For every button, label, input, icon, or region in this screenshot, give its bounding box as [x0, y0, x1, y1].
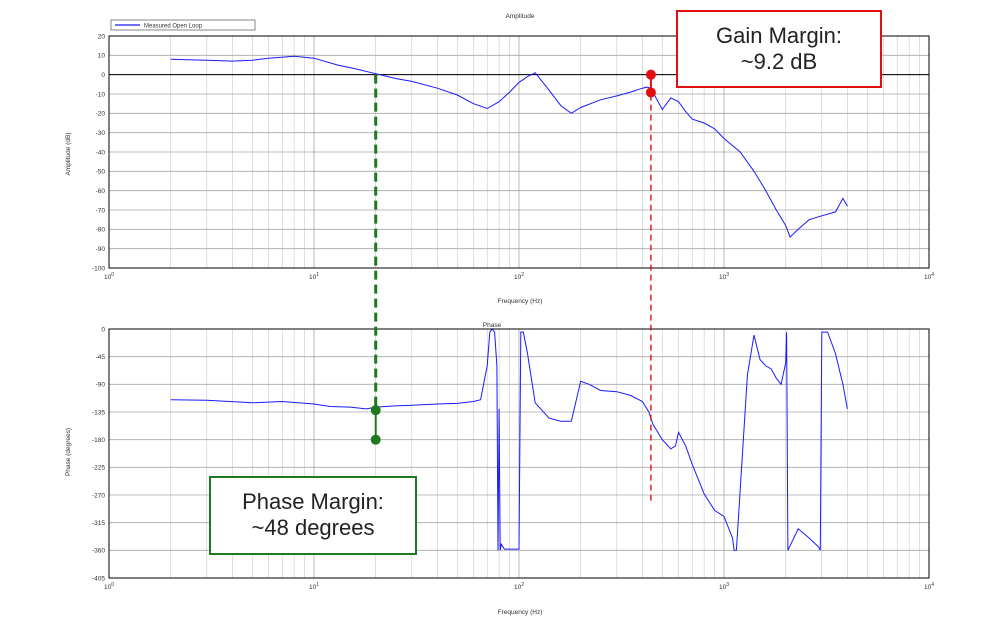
y-tick-label: -135: [92, 409, 105, 416]
y-tick-label: -80: [96, 227, 106, 234]
x-tick-label: 104: [924, 582, 934, 591]
x-tick-label: 101: [309, 582, 319, 591]
amplitude-legend: Measured Open Loop: [110, 19, 256, 31]
gain-margin-marker-zero: [645, 69, 656, 80]
amplitude-y-axis-title: Amplitude (dB): [65, 133, 72, 176]
phase-x-ticks: 100 101 102 103 104: [104, 582, 934, 591]
amplitude-series-line: [170, 55, 848, 238]
gain-margin-callout-line2: ~9.2 dB: [740, 49, 818, 74]
phase-series-line: [170, 328, 848, 551]
y-tick-label: -225: [92, 465, 105, 472]
y-tick-label: -60: [96, 188, 106, 195]
phase-y-axis-title: Phase (degrees): [65, 428, 72, 476]
phase-x-axis-title: Frequency (Hz): [498, 609, 543, 616]
y-tick-label: -270: [92, 492, 105, 499]
gain-margin-callout-line1: Gain Margin:: [716, 23, 842, 48]
amplitude-plot-frame: [108, 35, 930, 269]
phase-panel: Phase 0 -45 -90 -135 -180 -225 -270 -315 -360 -40…: [65, 322, 934, 616]
amplitude-x-axis-title: Frequency (Hz): [498, 298, 543, 305]
amplitude-y-ticks: 20 10 0 -10 -20 -30 -40 -50 -60 -70 -80 -90 -100: [92, 33, 105, 272]
y-tick-label: -50: [96, 169, 106, 176]
y-tick-label: -30: [96, 130, 106, 137]
x-tick-label: 100: [104, 272, 114, 281]
y-tick-label: -45: [96, 354, 106, 361]
y-tick-label: -100: [92, 265, 105, 272]
y-tick-label: 20: [98, 33, 106, 40]
x-tick-label: 103: [719, 272, 729, 281]
y-tick-label: -40: [96, 149, 106, 156]
y-tick-label: -70: [96, 207, 106, 214]
y-tick-label: -405: [92, 575, 105, 582]
y-tick-label: 0: [101, 326, 105, 333]
amplitude-x-ticks: 100 101 102 103 104: [104, 272, 934, 281]
margin-markers: [370, 69, 656, 502]
gain-margin-callout: Gain Margin: ~9.2 dB: [676, 10, 882, 88]
y-tick-label: -315: [92, 520, 105, 527]
x-tick-label: 101: [309, 272, 319, 281]
x-tick-label: 102: [514, 582, 524, 591]
y-tick-label: -20: [96, 111, 106, 118]
y-tick-label: 10: [98, 53, 106, 60]
x-tick-label: 100: [104, 582, 114, 591]
y-tick-label: -180: [92, 437, 105, 444]
amplitude-title: Amplitude: [506, 13, 535, 20]
phase-margin-marker-minus180: [370, 434, 381, 445]
phase-plot-frame: [108, 328, 930, 579]
gain-margin-marker-curve: [645, 87, 656, 98]
y-tick-label: -360: [92, 548, 105, 555]
phase-title: Phase: [483, 322, 502, 329]
x-tick-label: 103: [719, 582, 729, 591]
amplitude-panel: Amplitude 20100-10-20-30-40-50-60-70-80-…: [65, 13, 934, 305]
x-tick-label: 102: [514, 272, 524, 281]
y-tick-label: -90: [96, 246, 106, 253]
phase-margin-callout: Phase Margin: ~48 degrees: [209, 476, 417, 555]
phase-y-ticks: 0 -45 -90 -135 -180 -225 -270 -315 -360 -405: [92, 326, 105, 582]
y-tick-label: -10: [96, 91, 106, 98]
legend-box: [110, 19, 256, 31]
legend-entry-measured-open-loop: Measured Open Loop: [144, 24, 203, 30]
y-tick-label: 0: [101, 72, 105, 79]
phase-margin-callout-line1: Phase Margin:: [242, 489, 384, 514]
phase-margin-marker-curve: [370, 405, 381, 416]
phase-margin-callout-line2: ~48 degrees: [251, 515, 375, 540]
y-tick-label: -90: [96, 382, 106, 389]
x-tick-label: 104: [924, 272, 934, 281]
